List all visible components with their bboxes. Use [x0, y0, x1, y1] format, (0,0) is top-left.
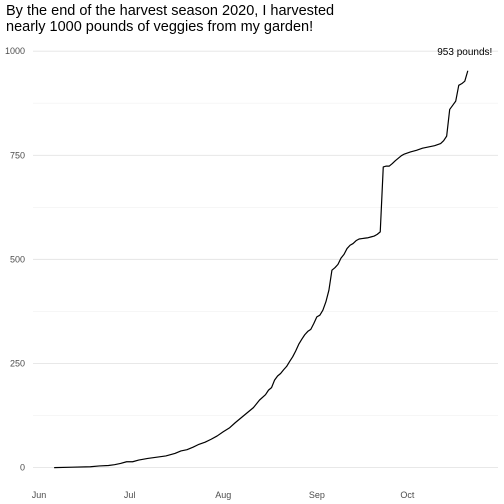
y-tick-label: 0 [20, 463, 25, 473]
y-tick-label: 500 [10, 254, 25, 264]
title-line-1: By the end of the harvest season 2020, I… [6, 3, 335, 19]
y-axis-tick-labels: 0 250 500 750 1000 [5, 46, 25, 472]
x-tick-label: Aug [215, 490, 231, 500]
y-tick-label: 250 [10, 358, 25, 368]
y-tick-label: 1000 [5, 46, 25, 56]
x-tick-label: Oct [400, 490, 415, 500]
y-tick-label: 750 [10, 150, 25, 160]
major-gridlines [33, 50, 498, 469]
total-annotation: 953 pounds! [437, 47, 492, 58]
x-axis-tick-labels: Jun Jul Aug Sep Oct [32, 490, 415, 500]
x-tick-label: Jul [124, 490, 136, 500]
x-tick-label: Jun [32, 490, 47, 500]
x-tick-label: Sep [309, 490, 325, 500]
cumulative-harvest-line [54, 70, 469, 469]
minor-gridlines [33, 102, 498, 416]
title-line-2: nearly 1000 pounds of veggies from my ga… [6, 19, 314, 35]
chart-title: By the end of the harvest season 2020, I… [6, 3, 486, 35]
